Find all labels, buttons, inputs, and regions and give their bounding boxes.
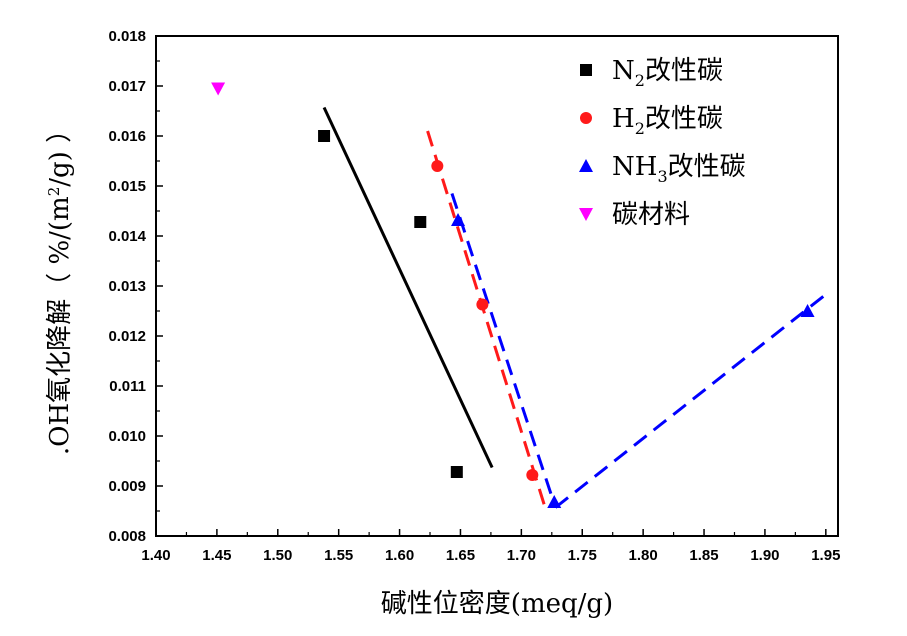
data-point-series-1 — [431, 160, 444, 172]
legend-label-main: N — [612, 56, 635, 86]
fit-line-series-2 — [450, 193, 557, 508]
x-tick-label: 1.50 — [263, 547, 292, 564]
legend-label-sub: 3 — [657, 167, 667, 186]
data-point-series-2 — [547, 495, 562, 508]
legend-label-sub: 2 — [635, 71, 645, 90]
x-tick-label: 1.55 — [324, 547, 353, 564]
y-axis-title-sup: 2 — [45, 187, 63, 197]
x-tick-label: 1.80 — [629, 547, 658, 564]
x-tick-label: 1.45 — [202, 547, 231, 564]
legend-label-3: 碳材料 — [612, 200, 690, 230]
data-point-series-2 — [800, 304, 815, 317]
data-point-series-0 — [318, 130, 331, 142]
y-tick-label: 0.014 — [108, 228, 146, 245]
x-tick-label: 1.75 — [568, 547, 597, 564]
legend-label-0: N2改性碳 — [612, 56, 723, 90]
y-tick-label: 0.017 — [108, 78, 146, 95]
fit-line-series-1 — [426, 130, 548, 510]
y-tick-label: 0.008 — [108, 528, 146, 545]
plot-frame — [155, 35, 839, 537]
legend-label-main: 碳材料 — [612, 200, 690, 230]
legend-marker-0 — [580, 64, 592, 76]
x-tick-label: 1.70 — [507, 547, 536, 564]
x-tick-label: 1.65 — [446, 547, 475, 564]
fit-line-series-2 — [554, 291, 830, 509]
x-tick-label: 1.90 — [750, 547, 779, 564]
legend-label-rest: 改性碳 — [668, 152, 746, 182]
y-tick-label: 0.012 — [108, 328, 146, 345]
axis-ticks: 1.40 1.45 1.50 1.55 1.60 1.65 1.70 1.75 1.80 1.85… — [108, 28, 840, 564]
data-markers — [211, 82, 815, 508]
y-tick-label: 0.015 — [108, 178, 146, 195]
y-tick-label: 0.013 — [108, 278, 146, 295]
legend-label-main: NH — [612, 152, 657, 182]
data-point-series-1 — [526, 469, 539, 481]
x-tick-label: 1.85 — [689, 547, 718, 564]
y-axis-title-prefix: .OH氧化降解（ %/(m — [45, 196, 75, 455]
legend-label-2: NH3改性碳 — [612, 152, 746, 186]
legend-marker-2 — [579, 159, 593, 172]
legend-label-rest: 改性碳 — [645, 104, 723, 134]
y-tick-label: 0.010 — [108, 428, 146, 445]
legend-label-rest: 改性碳 — [645, 56, 723, 86]
y-axis-title-suffix: /g) ） — [45, 117, 75, 187]
x-tick-label: 1.60 — [385, 547, 414, 564]
y-axis-title: .OH氧化降解（ %/(m2/g) ） — [45, 117, 75, 455]
legend-marker-1 — [580, 112, 592, 124]
data-point-series-0 — [414, 216, 427, 228]
y-tick-label: 0.011 — [109, 378, 146, 395]
legend-label-main: H — [612, 104, 635, 134]
fit-lines — [322, 106, 830, 510]
y-tick-label: 0.009 — [108, 478, 146, 495]
x-tick-label: 1.95 — [811, 547, 840, 564]
data-point-series-0 — [450, 466, 463, 478]
y-tick-label: 0.018 — [108, 28, 146, 45]
legend-label-sub: 2 — [635, 119, 645, 138]
x-tick-label: 1.40 — [141, 547, 170, 564]
legend-marker-3 — [579, 208, 593, 221]
fit-line-series-0 — [322, 106, 494, 469]
data-point-series-2 — [451, 213, 466, 226]
x-axis-title: 碱性位密度(meq/g) — [381, 589, 613, 619]
data-point-series-3 — [211, 82, 226, 96]
y-tick-label: 0.016 — [108, 128, 146, 145]
data-point-series-1 — [476, 298, 489, 311]
legend-label-1: H2改性碳 — [612, 104, 723, 138]
